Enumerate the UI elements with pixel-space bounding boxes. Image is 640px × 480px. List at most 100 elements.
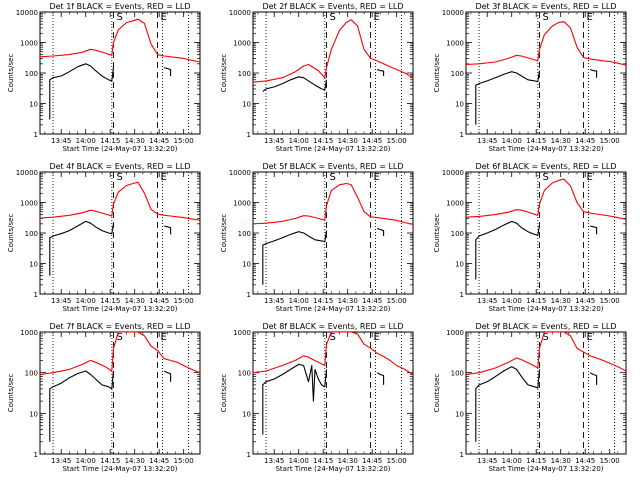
y-tick-label: 10000 xyxy=(442,9,464,17)
y-tick-label: 100 xyxy=(238,370,251,378)
series-line-events xyxy=(262,76,328,92)
x-axis-label: Start Time (24-May-07 13:32:20) xyxy=(62,305,177,313)
series-line-events xyxy=(49,63,115,120)
panel-title: Det 5f BLACK = Events, RED = LLD xyxy=(262,162,403,171)
series-line-events xyxy=(376,372,385,385)
y-tick-label: 1000 xyxy=(20,329,38,337)
series-line-events xyxy=(49,220,115,276)
y-tick-label: 10 xyxy=(242,261,251,269)
y-tick-label: 1000 xyxy=(233,329,251,337)
series-line-events xyxy=(475,366,541,442)
x-tick-label: 14:30 xyxy=(338,137,358,145)
marker-label: E xyxy=(161,332,167,343)
y-tick-label: 1000 xyxy=(233,40,251,48)
y-axis-label: Counts/sec xyxy=(7,214,15,253)
marker-label: E xyxy=(374,332,380,343)
detector-panel-3: Det 3f BLACK = Events, RED = LLD 1 10 100 10… xyxy=(433,2,627,153)
marker-label: E xyxy=(587,332,593,343)
y-axis-label: Counts/sec xyxy=(7,374,15,413)
y-tick-label: 1 xyxy=(460,451,464,459)
x-tick-label: 13:45 xyxy=(477,137,497,145)
x-tick-label: 14:15 xyxy=(100,457,120,465)
y-tick-label: 10000 xyxy=(229,9,251,17)
x-tick-label: 15:00 xyxy=(600,297,620,305)
x-axis-label: Start Time (24-May-07 13:32:20) xyxy=(275,305,390,313)
panel-title: Det 7f BLACK = Events, RED = LLD xyxy=(49,322,190,331)
series-line-events xyxy=(163,370,172,382)
series-line-events xyxy=(262,363,328,435)
y-tick-label: 100 xyxy=(238,70,251,78)
series-line-events xyxy=(49,370,115,442)
x-tick-label: 13:45 xyxy=(264,457,284,465)
panel-title: Det 8f BLACK = Events, RED = LLD xyxy=(262,322,403,331)
y-axis-label: Counts/sec xyxy=(433,374,441,413)
y-tick-label: 1 xyxy=(34,451,38,459)
series-line-lld xyxy=(40,332,200,376)
x-tick-label: 15:00 xyxy=(387,297,407,305)
y-tick-label: 10 xyxy=(455,261,464,269)
x-tick-label: 14:15 xyxy=(100,297,120,305)
marker-label: E xyxy=(161,172,167,183)
series-line-lld xyxy=(466,178,626,220)
y-tick-label: 1 xyxy=(247,451,251,459)
x-tick-label: 14:45 xyxy=(362,457,382,465)
x-tick-label: 15:00 xyxy=(174,297,194,305)
x-tick-label: 13:45 xyxy=(51,457,71,465)
y-tick-label: 100 xyxy=(25,370,38,378)
x-tick-label: 14:30 xyxy=(125,457,145,465)
x-tick-label: 14:30 xyxy=(338,457,358,465)
x-tick-label: 13:45 xyxy=(477,457,497,465)
x-tick-label: 14:45 xyxy=(575,297,595,305)
y-tick-label: 10 xyxy=(242,410,251,418)
x-tick-label: 14:45 xyxy=(575,457,595,465)
marker-label: S xyxy=(329,332,335,343)
detector-panel-1: Det 1f BLACK = Events, RED = LLD 1 10 100 10… xyxy=(7,2,201,153)
y-tick-label: 1 xyxy=(34,131,38,139)
y-tick-label: 10000 xyxy=(16,9,38,17)
y-axis-label: Counts/sec xyxy=(220,214,228,253)
x-axis-label: Start Time (24-May-07 13:32:20) xyxy=(275,465,390,473)
series-line-events xyxy=(589,225,598,235)
marker-label: S xyxy=(116,332,122,343)
x-tick-label: 13:45 xyxy=(264,297,284,305)
x-tick-label: 14:00 xyxy=(76,297,96,305)
x-tick-label: 13:45 xyxy=(477,297,497,305)
panel-title: Det 4f BLACK = Events, RED = LLD xyxy=(49,162,190,171)
detector-panel-6: Det 6f BLACK = Events, RED = LLD 1 10 100 10… xyxy=(433,162,627,313)
series-line-lld xyxy=(40,18,200,63)
series-line-events xyxy=(163,225,172,235)
x-tick-label: 13:45 xyxy=(51,137,71,145)
marker-label: S xyxy=(329,172,335,183)
series-line-lld xyxy=(466,332,626,376)
x-tick-label: 15:00 xyxy=(174,137,194,145)
y-axis-label: Counts/sec xyxy=(433,54,441,93)
marker-label: S xyxy=(116,12,122,23)
series-line-events xyxy=(475,70,541,125)
y-tick-label: 100 xyxy=(25,70,38,78)
panel-title: Det 6f BLACK = Events, RED = LLD xyxy=(475,162,616,171)
marker-label: S xyxy=(329,12,335,23)
x-tick-label: 14:15 xyxy=(313,137,333,145)
x-axis-label: Start Time (24-May-07 13:32:20) xyxy=(62,145,177,153)
x-tick-label: 14:45 xyxy=(362,137,382,145)
marker-label: S xyxy=(116,172,122,183)
x-tick-label: 14:00 xyxy=(502,457,522,465)
x-axis-label: Start Time (24-May-07 13:32:20) xyxy=(488,145,603,153)
marker-label: S xyxy=(542,332,548,343)
detector-panel-8: Det 8f BLACK = Events, RED = LLD 1 10 100 10… xyxy=(220,322,414,473)
x-tick-label: 14:00 xyxy=(289,297,309,305)
x-tick-label: 14:00 xyxy=(76,137,96,145)
marker-label: E xyxy=(374,172,380,183)
y-tick-label: 1000 xyxy=(446,329,464,337)
x-axis-label: Start Time (24-May-07 13:32:20) xyxy=(488,305,603,313)
x-tick-label: 14:30 xyxy=(125,297,145,305)
y-tick-label: 1000 xyxy=(233,200,251,208)
x-tick-label: 15:00 xyxy=(387,457,407,465)
series-line-events xyxy=(163,67,172,76)
x-tick-label: 14:30 xyxy=(551,457,571,465)
series-line-events xyxy=(475,220,541,280)
y-tick-label: 100 xyxy=(238,230,251,238)
marker-label: S xyxy=(542,12,548,23)
x-tick-label: 14:45 xyxy=(149,137,169,145)
